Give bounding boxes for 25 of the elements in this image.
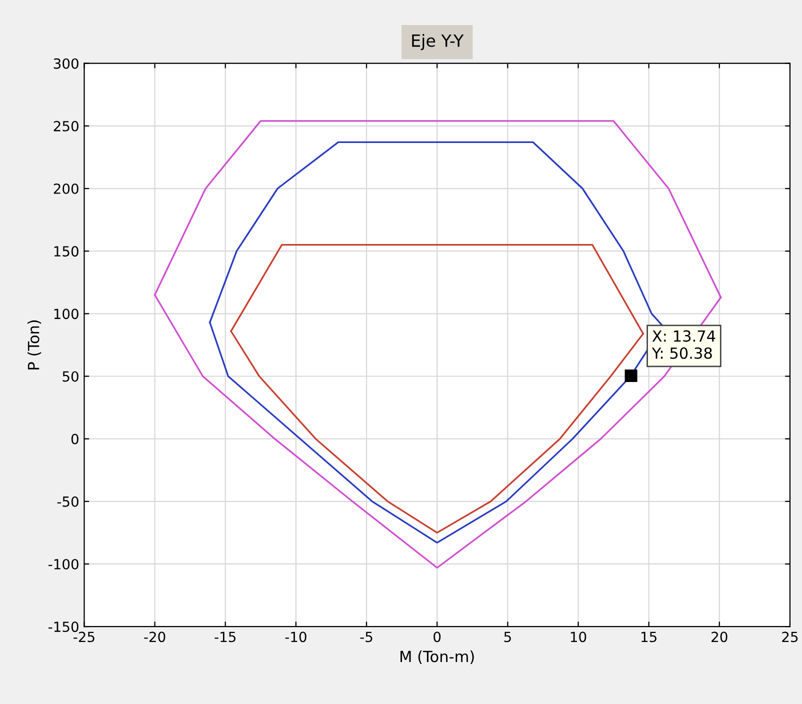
x-tick-label: -20 (144, 632, 166, 642)
y-tick-label: 150 (54, 246, 78, 257)
x-tick-label: 15 (642, 632, 656, 642)
x-tick-label: 25 (782, 632, 798, 642)
annotation: X: 13.74 Y: 50.38 (652, 330, 716, 359)
x-axis-title: M (Ton-m) (400, 650, 474, 664)
chart-title: Eje Y-Y (412, 34, 464, 50)
x-tick-label: 20 (712, 632, 728, 642)
x-tick-label: -25 (74, 632, 94, 642)
y-tick-label: 200 (54, 183, 78, 194)
y-tick-label: -50 (57, 496, 78, 507)
y-tick-label: 0 (71, 434, 78, 444)
y-tick-label: -150 (48, 622, 78, 632)
y-axis-title: P (Ton) (28, 320, 42, 370)
x-tick-label: -5 (360, 632, 372, 642)
x-tick-label: -15 (214, 632, 236, 642)
y-tick-label: 100 (54, 308, 78, 320)
x-tick-label: -10 (285, 632, 306, 642)
y-tick-label: 250 (54, 120, 78, 132)
x-tick-label: 0 (434, 632, 441, 642)
x-tick-label: 5 (504, 632, 511, 642)
y-tick-label: 300 (54, 58, 78, 69)
y-tick-label: 50 (62, 371, 78, 382)
y-tick-label: -100 (48, 558, 78, 570)
x-tick-label: 10 (570, 632, 586, 642)
